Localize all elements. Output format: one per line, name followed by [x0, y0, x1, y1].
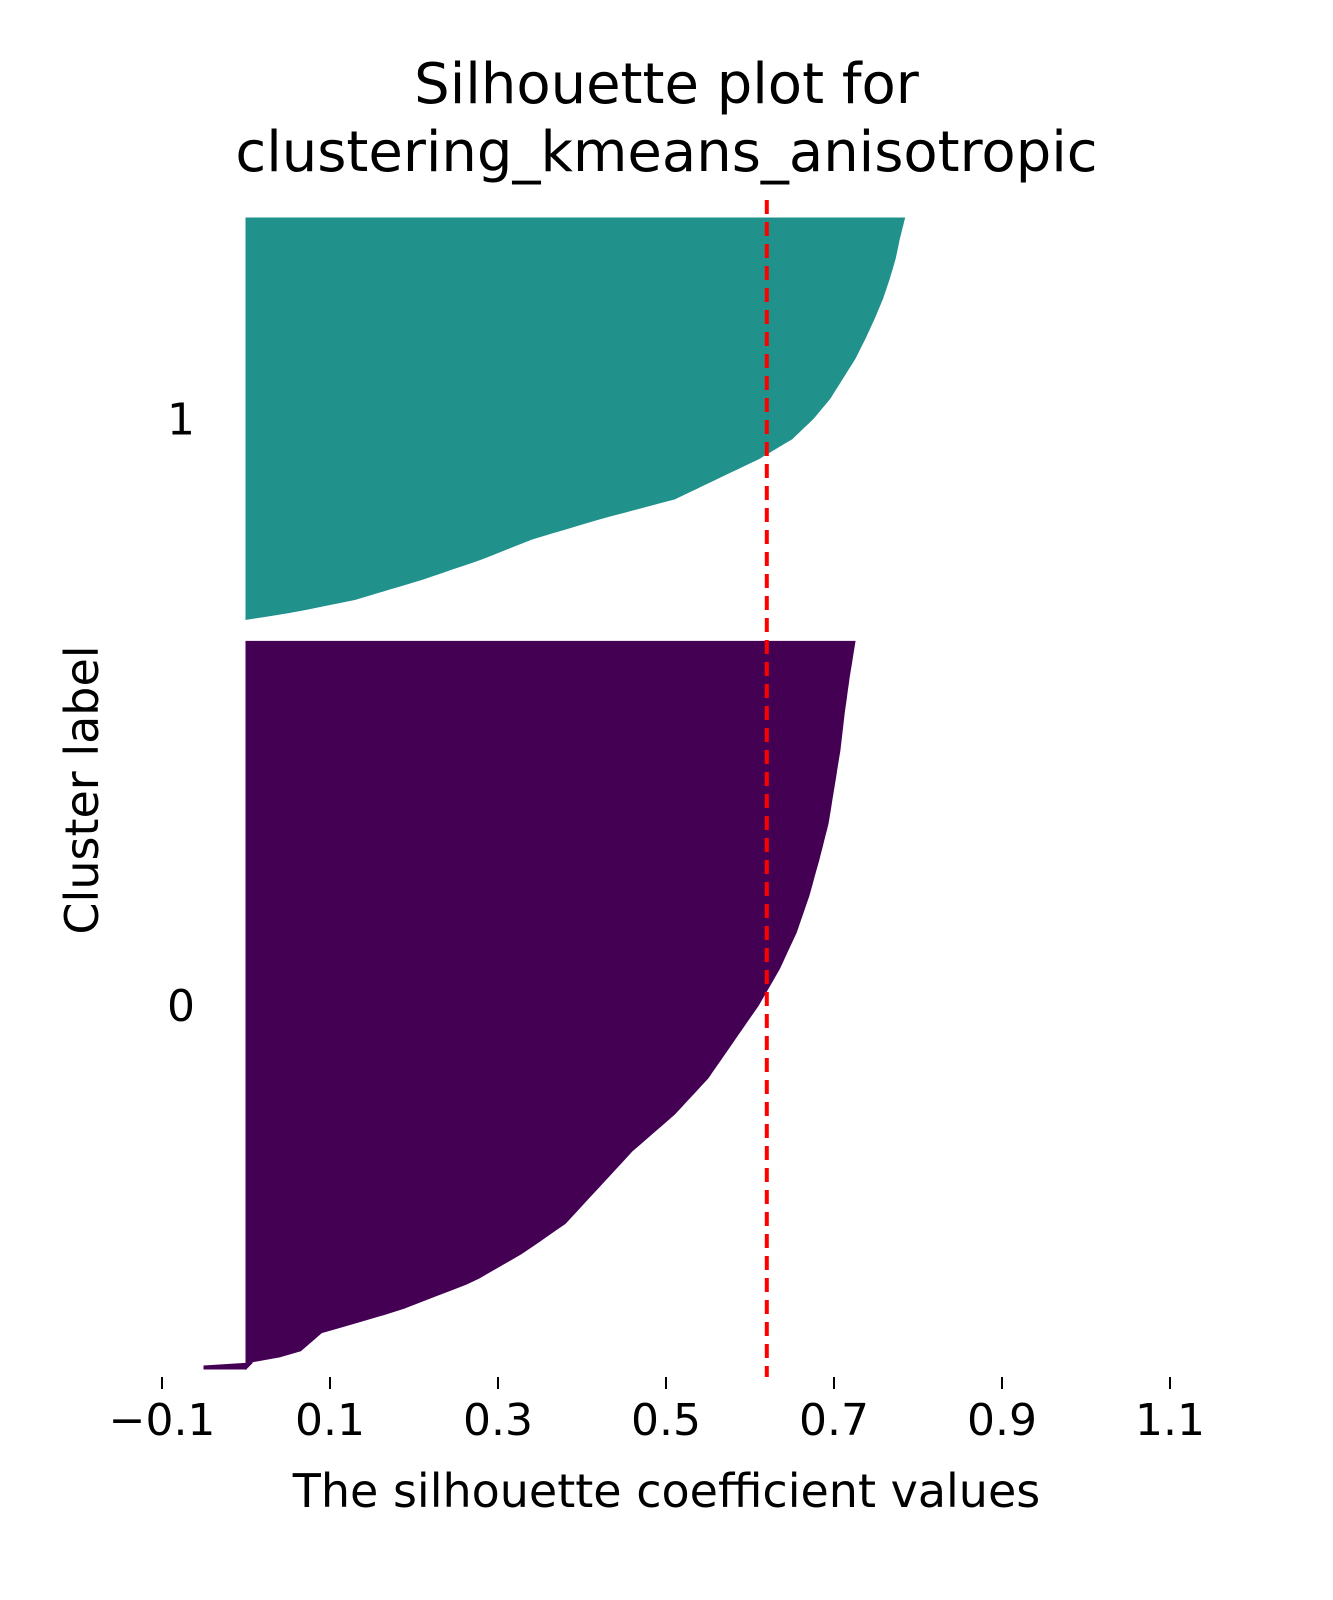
- x-tick-label: 1.1: [1135, 1395, 1205, 1446]
- x-tick-label: 0.3: [463, 1395, 533, 1446]
- x-tick-label: 0.7: [799, 1395, 869, 1446]
- x-tick-label: 0.5: [631, 1395, 701, 1446]
- y-tick-label-cluster-1: 1: [167, 395, 195, 446]
- x-tick-label: 0.1: [295, 1395, 365, 1446]
- y-tick-label-cluster-0: 0: [167, 981, 195, 1032]
- x-tick-label: 0.9: [967, 1395, 1037, 1446]
- x-axis-label: The silhouette coefficient values: [292, 1464, 1041, 1518]
- y-axis-label: Cluster label: [55, 645, 109, 935]
- chart-title-line-2: clustering_kmeans_anisotropic: [235, 120, 1098, 185]
- cluster-1-silhouette: [245, 217, 906, 620]
- cluster-0-silhouette: [203, 640, 856, 1371]
- chart-title-line-1: Silhouette plot for: [414, 52, 919, 117]
- x-tick-label: −0.1: [109, 1395, 216, 1446]
